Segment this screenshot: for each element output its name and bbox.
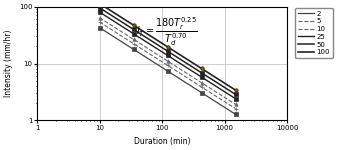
100 [97, 3, 101, 4]
Line: 5: 5 [99, 22, 236, 109]
Line: 10: 10 [99, 18, 236, 104]
5 [123, 37, 127, 39]
25 [106, 16, 110, 18]
2 [106, 32, 110, 34]
X-axis label: Duration (min): Duration (min) [134, 137, 190, 146]
10 [222, 96, 226, 98]
100 [234, 89, 238, 91]
25 [234, 98, 238, 100]
50 [134, 30, 138, 32]
100 [227, 85, 231, 87]
Line: 2: 2 [99, 28, 236, 114]
50 [227, 89, 231, 91]
2 [134, 50, 138, 52]
25 [97, 11, 101, 13]
25 [103, 15, 107, 16]
10 [134, 40, 138, 42]
5 [222, 100, 226, 102]
50 [103, 10, 107, 12]
100 [123, 19, 127, 21]
Line: 100: 100 [99, 3, 236, 90]
2 [97, 27, 101, 29]
2 [222, 106, 226, 108]
5 [103, 25, 107, 26]
Line: 25: 25 [99, 12, 236, 99]
5 [106, 26, 110, 28]
Legend: 2, 5, 10, 25, 50, 100: 2, 5, 10, 25, 50, 100 [296, 8, 333, 58]
5 [134, 44, 138, 46]
100 [134, 26, 138, 27]
Line: 50: 50 [99, 8, 236, 94]
2 [123, 43, 127, 45]
50 [97, 7, 101, 9]
50 [222, 86, 226, 88]
25 [123, 27, 127, 29]
10 [234, 103, 238, 105]
Y-axis label: Intensity (mm/hr): Intensity (mm/hr) [4, 30, 13, 97]
25 [134, 34, 138, 36]
50 [234, 94, 238, 95]
5 [97, 21, 101, 23]
25 [222, 90, 226, 92]
50 [123, 23, 127, 25]
10 [123, 33, 127, 35]
10 [97, 17, 101, 19]
100 [106, 8, 110, 10]
2 [227, 109, 231, 111]
100 [222, 82, 226, 84]
10 [106, 22, 110, 24]
5 [227, 103, 231, 105]
5 [234, 108, 238, 109]
50 [106, 12, 110, 14]
25 [227, 93, 231, 95]
100 [103, 6, 107, 8]
2 [234, 113, 238, 115]
Text: $I_T = \dfrac{180T_r^{0.25}}{T_d^{0.70}}$: $I_T = \dfrac{180T_r^{0.25}}{T_d^{0.70}}… [136, 15, 198, 48]
10 [103, 20, 107, 22]
10 [227, 99, 231, 101]
2 [103, 30, 107, 32]
